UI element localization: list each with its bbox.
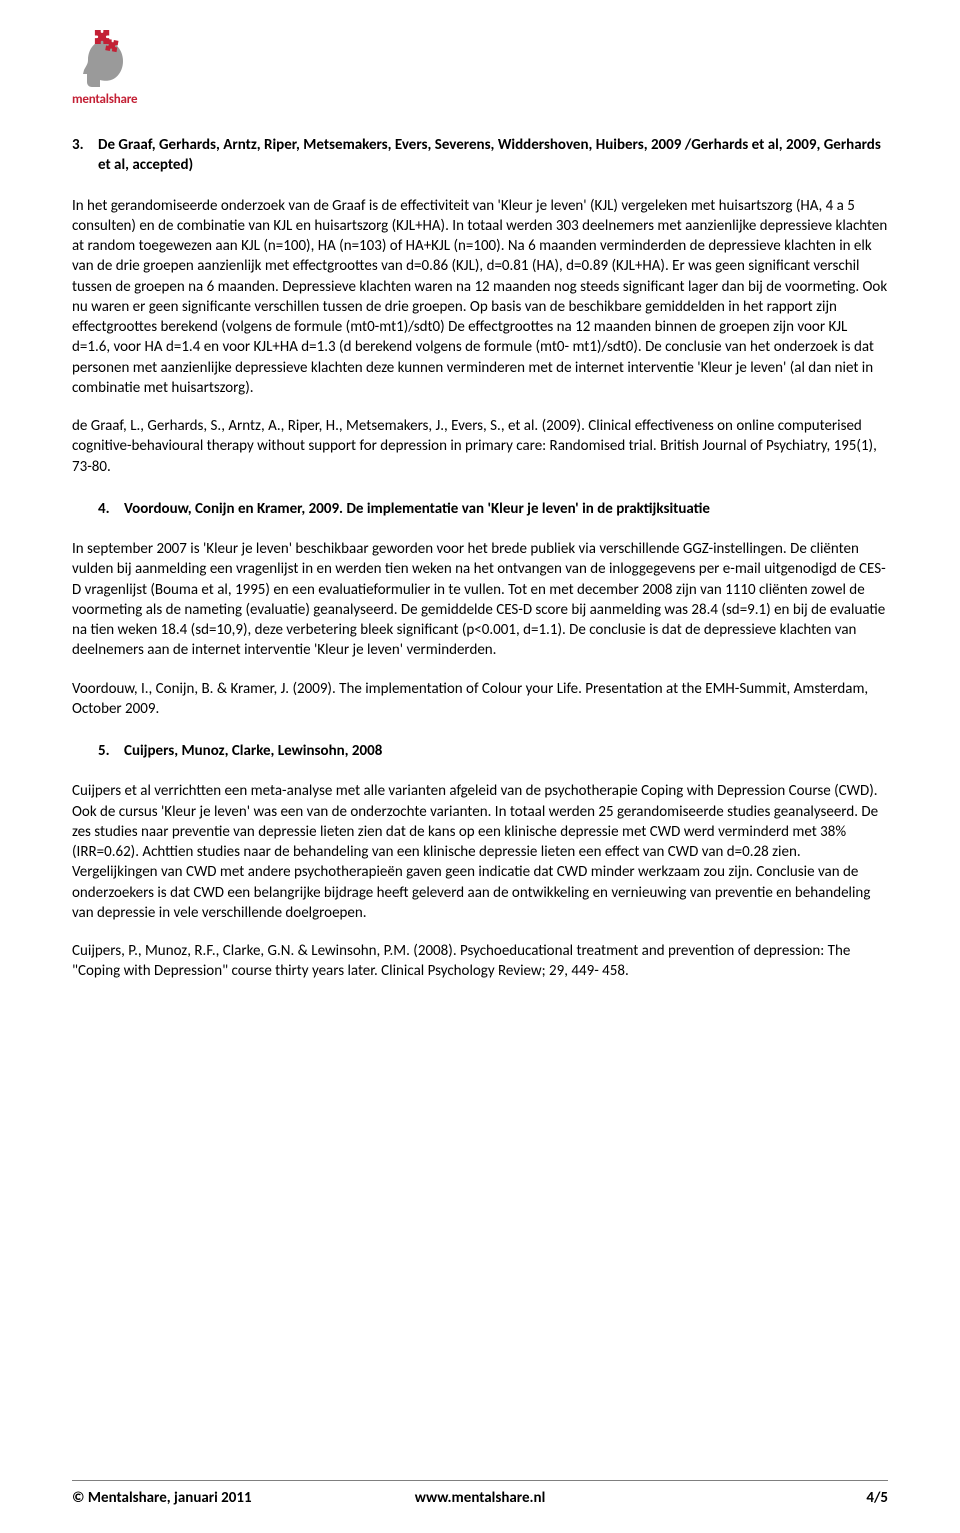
section-3-citation: de Graaf, L., Gerhards, S., Arntz, A., R… [72, 416, 888, 477]
document-page: mentalshare 3.De Graaf, Gerhards, Arntz,… [0, 0, 960, 1533]
section-5-paragraph: Cuijpers et al verrichtten een meta-anal… [72, 781, 888, 923]
page-footer: © Mentalshare, januari 2011 www.mentalsh… [72, 1489, 888, 1507]
section-4-number: 4. [98, 499, 124, 519]
footer-page-number: 4/5 [866, 1489, 888, 1507]
section-5-heading: 5.Cuijpers, Munoz, Clarke, Lewinsohn, 20… [98, 741, 888, 761]
section-3-heading: 3.De Graaf, Gerhards, Arntz, Riper, Mets… [72, 135, 888, 176]
section-5-number: 5. [98, 741, 124, 761]
section-3-title: De Graaf, Gerhards, Arntz, Riper, Metsem… [98, 136, 881, 174]
section-5-citation: Cuijpers, P., Munoz, R.F., Clarke, G.N. … [72, 941, 888, 982]
brand-logo: mentalshare [72, 30, 888, 107]
footer-copyright: © Mentalshare, januari 2011 [72, 1489, 252, 1507]
section-4-heading: 4.Voordouw, Conijn en Kramer, 2009. De i… [98, 499, 888, 519]
footer-divider [72, 1480, 888, 1481]
section-5-title: Cuijpers, Munoz, Clarke, Lewinsohn, 2008 [124, 742, 382, 760]
section-4-title: Voordouw, Conijn en Kramer, 2009. De imp… [124, 500, 710, 518]
brand-name: mentalshare [72, 92, 888, 107]
section-4-citation: Voordouw, I., Conijn, B. & Kramer, J. (2… [72, 679, 888, 720]
section-3-number: 3. [72, 135, 98, 155]
section-4-paragraph: In september 2007 is 'Kleur je leven' be… [72, 539, 888, 661]
logo-graphic [72, 30, 142, 90]
section-3-paragraph: In het gerandomiseerde onderzoek van de … [72, 196, 888, 399]
